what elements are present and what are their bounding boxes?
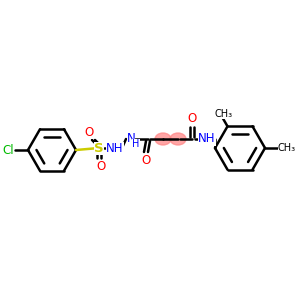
Text: NH: NH xyxy=(106,142,124,154)
Text: H: H xyxy=(132,139,140,149)
Text: O: O xyxy=(84,125,94,139)
Text: O: O xyxy=(96,160,106,173)
Text: O: O xyxy=(188,112,196,125)
Ellipse shape xyxy=(170,133,186,145)
Text: S: S xyxy=(94,142,104,154)
Text: NH: NH xyxy=(198,133,216,146)
Text: N: N xyxy=(127,133,135,146)
Text: CH₃: CH₃ xyxy=(278,143,296,153)
Ellipse shape xyxy=(155,133,171,145)
Text: O: O xyxy=(141,154,151,166)
Text: CH₃: CH₃ xyxy=(214,109,232,119)
Text: Cl: Cl xyxy=(2,143,14,157)
